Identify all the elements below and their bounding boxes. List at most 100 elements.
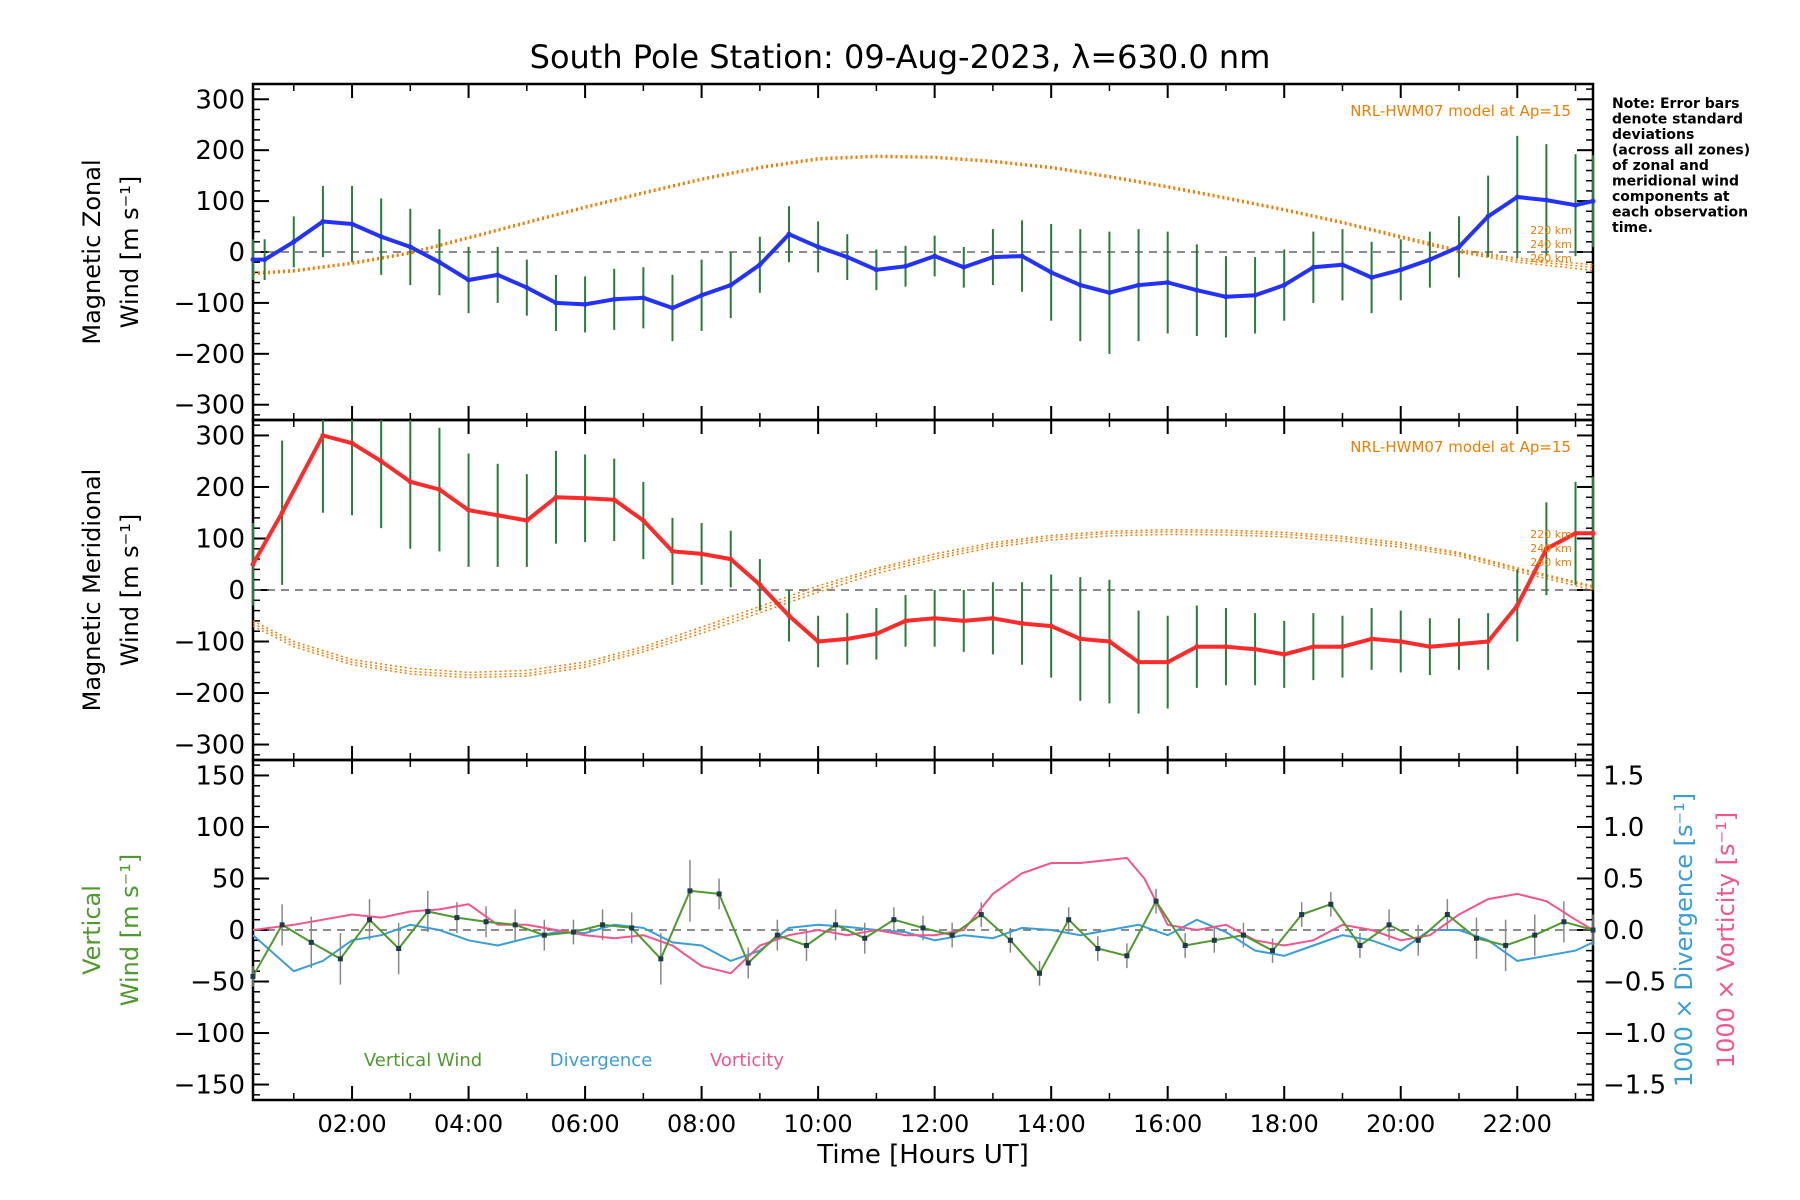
altitude-label: 220 km bbox=[1530, 224, 1572, 237]
wind-data-point bbox=[1398, 267, 1404, 273]
wind-data-point bbox=[1223, 644, 1229, 650]
wind-data-point bbox=[728, 282, 734, 288]
y-axis-label-line1: Magnetic Meridional bbox=[78, 469, 106, 712]
vertical-wind-point bbox=[1037, 970, 1043, 976]
model-label: NRL-HWM07 model at Ap=15 bbox=[1350, 102, 1571, 120]
legend-entry: Divergence bbox=[550, 1050, 653, 1071]
y-tick-label: 300 bbox=[195, 421, 245, 451]
vertical-wind-point bbox=[483, 919, 489, 925]
vorticity-axis-label: 1000 × Vorticity [s⁻¹] bbox=[1712, 812, 1740, 1068]
vertical-wind-point bbox=[1095, 946, 1101, 952]
wind-data-point bbox=[640, 517, 646, 523]
vertical-wind-point bbox=[250, 973, 256, 979]
y-tick-label: −150 bbox=[174, 1071, 245, 1101]
wind-data-point bbox=[1252, 292, 1258, 298]
chart-title: South Pole Station: 09-Aug-2023, λ=630.0… bbox=[530, 38, 1271, 76]
wind-data-point bbox=[279, 510, 285, 516]
y-tick-label: −200 bbox=[174, 679, 245, 709]
wind-data-point bbox=[786, 231, 792, 237]
vertical-wind-point bbox=[862, 935, 868, 941]
model-label: NRL-HWM07 model at Ap=15 bbox=[1350, 438, 1571, 456]
y2-tick-label: 1.0 bbox=[1603, 813, 1644, 843]
vertical-wind-point bbox=[1386, 922, 1392, 928]
wind-data-point bbox=[1573, 530, 1579, 536]
wind-data-point bbox=[1456, 641, 1462, 647]
vertical-wind-point bbox=[1328, 901, 1334, 907]
wind-data-point bbox=[1514, 194, 1520, 200]
wind-data-point bbox=[1339, 644, 1345, 650]
note-line: meridional wind bbox=[1612, 174, 1739, 190]
wind-data-point bbox=[378, 234, 384, 240]
altitude-label: 240 km bbox=[1530, 238, 1572, 251]
y-tick-label: 0 bbox=[228, 916, 245, 946]
wind-data-point bbox=[466, 507, 472, 513]
wind-data-point bbox=[495, 512, 501, 518]
y2-tick-label: −1.5 bbox=[1603, 1071, 1666, 1101]
y-tick-label: 150 bbox=[195, 761, 245, 791]
wind-data-point bbox=[1019, 253, 1025, 259]
y-tick-label: 0 bbox=[228, 238, 245, 268]
vertical-wind-point bbox=[1473, 935, 1479, 941]
y-axis-label-line2: Wind [m s⁻¹] bbox=[116, 176, 144, 328]
wind-data-point bbox=[1485, 639, 1491, 645]
wind-data-point bbox=[378, 458, 384, 464]
wind-data-point bbox=[349, 440, 355, 446]
x-tick-label: 22:00 bbox=[1483, 1110, 1552, 1138]
vertical-wind-point bbox=[1007, 937, 1013, 943]
wind-data-point bbox=[1543, 546, 1549, 552]
wind-data-point bbox=[1339, 262, 1345, 268]
wind-data-point bbox=[1106, 639, 1112, 645]
y-tick-label: 0 bbox=[228, 576, 245, 606]
y-axis-label-line1: Magnetic Zonal bbox=[78, 159, 106, 344]
y-tick-label: 200 bbox=[195, 473, 245, 503]
vertical-wind-point bbox=[1503, 942, 1509, 948]
wind-data-point bbox=[1590, 530, 1596, 536]
x-tick-label: 06:00 bbox=[551, 1110, 620, 1138]
wind-data-point bbox=[436, 487, 442, 493]
vertical-wind-panel: 150 100 50 0 −50 −100 −150 1.5 1.0 0.5 0.0 −0.5 −1.0… bbox=[78, 758, 1740, 1102]
vertical-wind-point bbox=[1561, 919, 1567, 925]
vertical-wind-point bbox=[367, 917, 373, 923]
wind-data-point bbox=[961, 618, 967, 624]
wind-series-line bbox=[253, 195, 1594, 310]
legend-entry: Vorticity bbox=[710, 1050, 784, 1071]
x-tick-label: 20:00 bbox=[1366, 1110, 1435, 1138]
vertical-wind-point bbox=[1270, 948, 1276, 954]
wind-data-point bbox=[757, 262, 763, 268]
wind-data-point bbox=[1136, 282, 1142, 288]
wind-data-point bbox=[349, 221, 355, 227]
wind-data-point bbox=[495, 272, 501, 278]
vertical-wind-point bbox=[687, 888, 693, 894]
y-tick-label: −100 bbox=[174, 1019, 245, 1049]
wind-data-point bbox=[990, 615, 996, 621]
y-tick-label: 100 bbox=[195, 813, 245, 843]
vertical-wind-point bbox=[920, 925, 926, 931]
wind-data-point bbox=[611, 296, 617, 302]
note-line: time. bbox=[1612, 220, 1653, 236]
wind-data-point bbox=[669, 548, 675, 554]
wind-data-point bbox=[786, 613, 792, 619]
wind-data-point bbox=[582, 495, 588, 501]
wind-data-point bbox=[1194, 644, 1200, 650]
wind-data-point bbox=[815, 639, 821, 645]
vertical-wind-point bbox=[803, 942, 809, 948]
wind-data-point bbox=[1048, 623, 1054, 629]
wind-data-point bbox=[699, 551, 705, 557]
vertical-wind-point bbox=[949, 932, 955, 938]
vertical-wind-point bbox=[1153, 898, 1159, 904]
altitude-label: 260 km bbox=[1530, 556, 1572, 569]
wind-data-point bbox=[1590, 198, 1596, 204]
wind-data-point bbox=[640, 295, 646, 301]
altitude-label: 240 km bbox=[1530, 542, 1572, 555]
vertical-wind-point bbox=[1182, 942, 1188, 948]
wind-data-point bbox=[291, 239, 297, 245]
vertical-wind-point bbox=[1590, 927, 1596, 933]
wind-series-line bbox=[251, 433, 1593, 665]
note-line: components at bbox=[1612, 189, 1730, 205]
wind-data-point bbox=[1369, 274, 1375, 280]
wind-data-point bbox=[903, 263, 909, 269]
wind-data-point bbox=[961, 264, 967, 270]
vertical-wind-point bbox=[1357, 942, 1363, 948]
x-tick-label: 10:00 bbox=[784, 1110, 853, 1138]
